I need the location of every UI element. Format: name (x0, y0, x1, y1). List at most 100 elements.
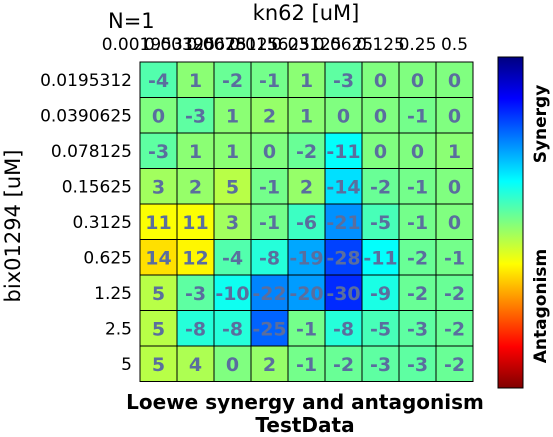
cell-value-label: 0 (411, 141, 424, 163)
cell-value-label: -8 (222, 318, 243, 340)
heatmap-cell (435, 345, 474, 382)
y-tick-label: 0.078125 (51, 142, 132, 162)
heatmap-cell (176, 345, 215, 382)
heatmap-cells (139, 61, 474, 382)
cell-value-label: -1 (296, 354, 317, 376)
heatmap-cell (435, 310, 474, 347)
heatmap-cell (139, 97, 178, 134)
y-tick-label: 1.25 (94, 284, 132, 304)
heatmap-cell (324, 203, 363, 240)
heatmap-cell (361, 345, 400, 382)
cell-value-label: -20 (289, 283, 323, 305)
heatmap-cell (435, 168, 474, 205)
cell-value-label: 1 (226, 105, 239, 127)
x-tick-labels: 0.0019531250.003906250.00781250.0156250.… (102, 35, 468, 55)
cell-value-label: 1 (226, 141, 239, 163)
cell-value-label: 5 (226, 176, 239, 198)
cell-value-label: -3 (407, 354, 428, 376)
cell-value-label: 0 (226, 354, 239, 376)
cell-value-label: 12 (182, 247, 208, 269)
cell-value-label: -1 (407, 176, 428, 198)
cell-value-label: -1 (444, 247, 465, 269)
cell-value-label: -4 (222, 247, 243, 269)
cell-value-label: 1 (448, 141, 461, 163)
cell-value-label: 3 (152, 176, 165, 198)
heatmap-cell (435, 61, 474, 98)
cell-value-label: 1 (189, 70, 202, 92)
x-tick-label: 0.0078125 (187, 35, 279, 55)
y-tick-labels: 0.0195312 0.0390625 0.078125 0.15625 0.3125 0… (40, 71, 132, 375)
heatmap-cell (213, 203, 252, 240)
cell-value-label: -8 (259, 247, 280, 269)
y-tick-label: 0.0390625 (40, 106, 132, 126)
x-tick-label: 0.25 (399, 35, 437, 55)
heatmap-cell (213, 345, 252, 382)
heatmap-cell (139, 203, 178, 240)
cell-value-label: 2 (263, 354, 276, 376)
cell-value-label: -1 (259, 212, 280, 234)
cell-value-label: -3 (148, 141, 169, 163)
cell-value-label: -5 (370, 212, 391, 234)
y-tick-label: 0.15625 (62, 177, 132, 197)
heatmap-cell (361, 239, 400, 276)
heatmap-cell (361, 61, 400, 98)
heatmap-cell (287, 61, 326, 98)
cell-value-label: 0 (152, 105, 165, 127)
cell-value-label: 0 (448, 176, 461, 198)
heatmap-cell (176, 310, 215, 347)
heatmap-cell (176, 61, 215, 98)
y-tick-label: 0.0195312 (40, 71, 132, 91)
cell-value-label: -2 (222, 70, 243, 92)
cell-value-label: 4 (189, 354, 202, 376)
heatmap-cell (287, 274, 326, 311)
cell-value-label: -2 (407, 283, 428, 305)
heatmap-cell (213, 132, 252, 169)
cell-value-label: 2 (263, 105, 276, 127)
heatmap-cell (176, 274, 215, 311)
x-tick-label: 0.001953125 (102, 35, 216, 55)
cell-value-label: -21 (326, 212, 360, 234)
heatmap-cell (398, 239, 437, 276)
heatmap-cell (250, 97, 289, 134)
y-tick-label: 0.3125 (73, 213, 132, 233)
heatmap-cell (398, 203, 437, 240)
cell-value-label: -3 (407, 318, 428, 340)
cell-value-label: 11 (145, 212, 171, 234)
cell-value-label: 2 (300, 176, 313, 198)
cell-value-label: 1 (300, 105, 313, 127)
heatmap-values: -4 1 -2 -1 1 -3 0 0 00 -3 1 2 1 0 0 -1 0-3 1 1 0 -2 -11 0 0 13 2 5… (145, 70, 465, 376)
y-tick-label: 5 (121, 355, 132, 375)
cell-value-label: -1 (407, 105, 428, 127)
heatmap-cell (324, 132, 363, 169)
heatmap-cell (176, 132, 215, 169)
cell-value-label: -8 (333, 318, 354, 340)
cell-value-label: 14 (145, 247, 171, 269)
heatmap-cell (139, 310, 178, 347)
cell-value-label: -11 (326, 141, 360, 163)
cell-value-label: -5 (370, 318, 391, 340)
cell-value-label: 0 (374, 105, 387, 127)
x-tick-label: 0.5 (441, 35, 468, 55)
cell-value-label: 5 (152, 283, 165, 305)
y-tick-label: 2.5 (105, 319, 132, 339)
cell-value-label: -2 (296, 141, 317, 163)
heatmap-cell (139, 168, 178, 205)
heatmap-cell (213, 310, 252, 347)
x-axis-label-line1: Loewe synergy and antagonism (126, 390, 484, 414)
heatmap-cell (435, 97, 474, 134)
cell-value-label: 3 (226, 212, 239, 234)
heatmap-cell (324, 97, 363, 134)
cell-value-label: -8 (185, 318, 206, 340)
cell-value-label: -25 (252, 318, 286, 340)
heatmap-cell (287, 97, 326, 134)
cell-value-label: -2 (407, 247, 428, 269)
colorbar-bottom-label: Antagonism (531, 249, 551, 363)
colorbar-top-label: Synergy (531, 85, 551, 164)
heatmap-cell (398, 345, 437, 382)
heatmap-cell (324, 61, 363, 98)
cell-value-label: -10 (215, 283, 249, 305)
heatmap-cell (324, 345, 363, 382)
cell-value-label: -2 (333, 354, 354, 376)
cell-value-label: 0 (448, 70, 461, 92)
